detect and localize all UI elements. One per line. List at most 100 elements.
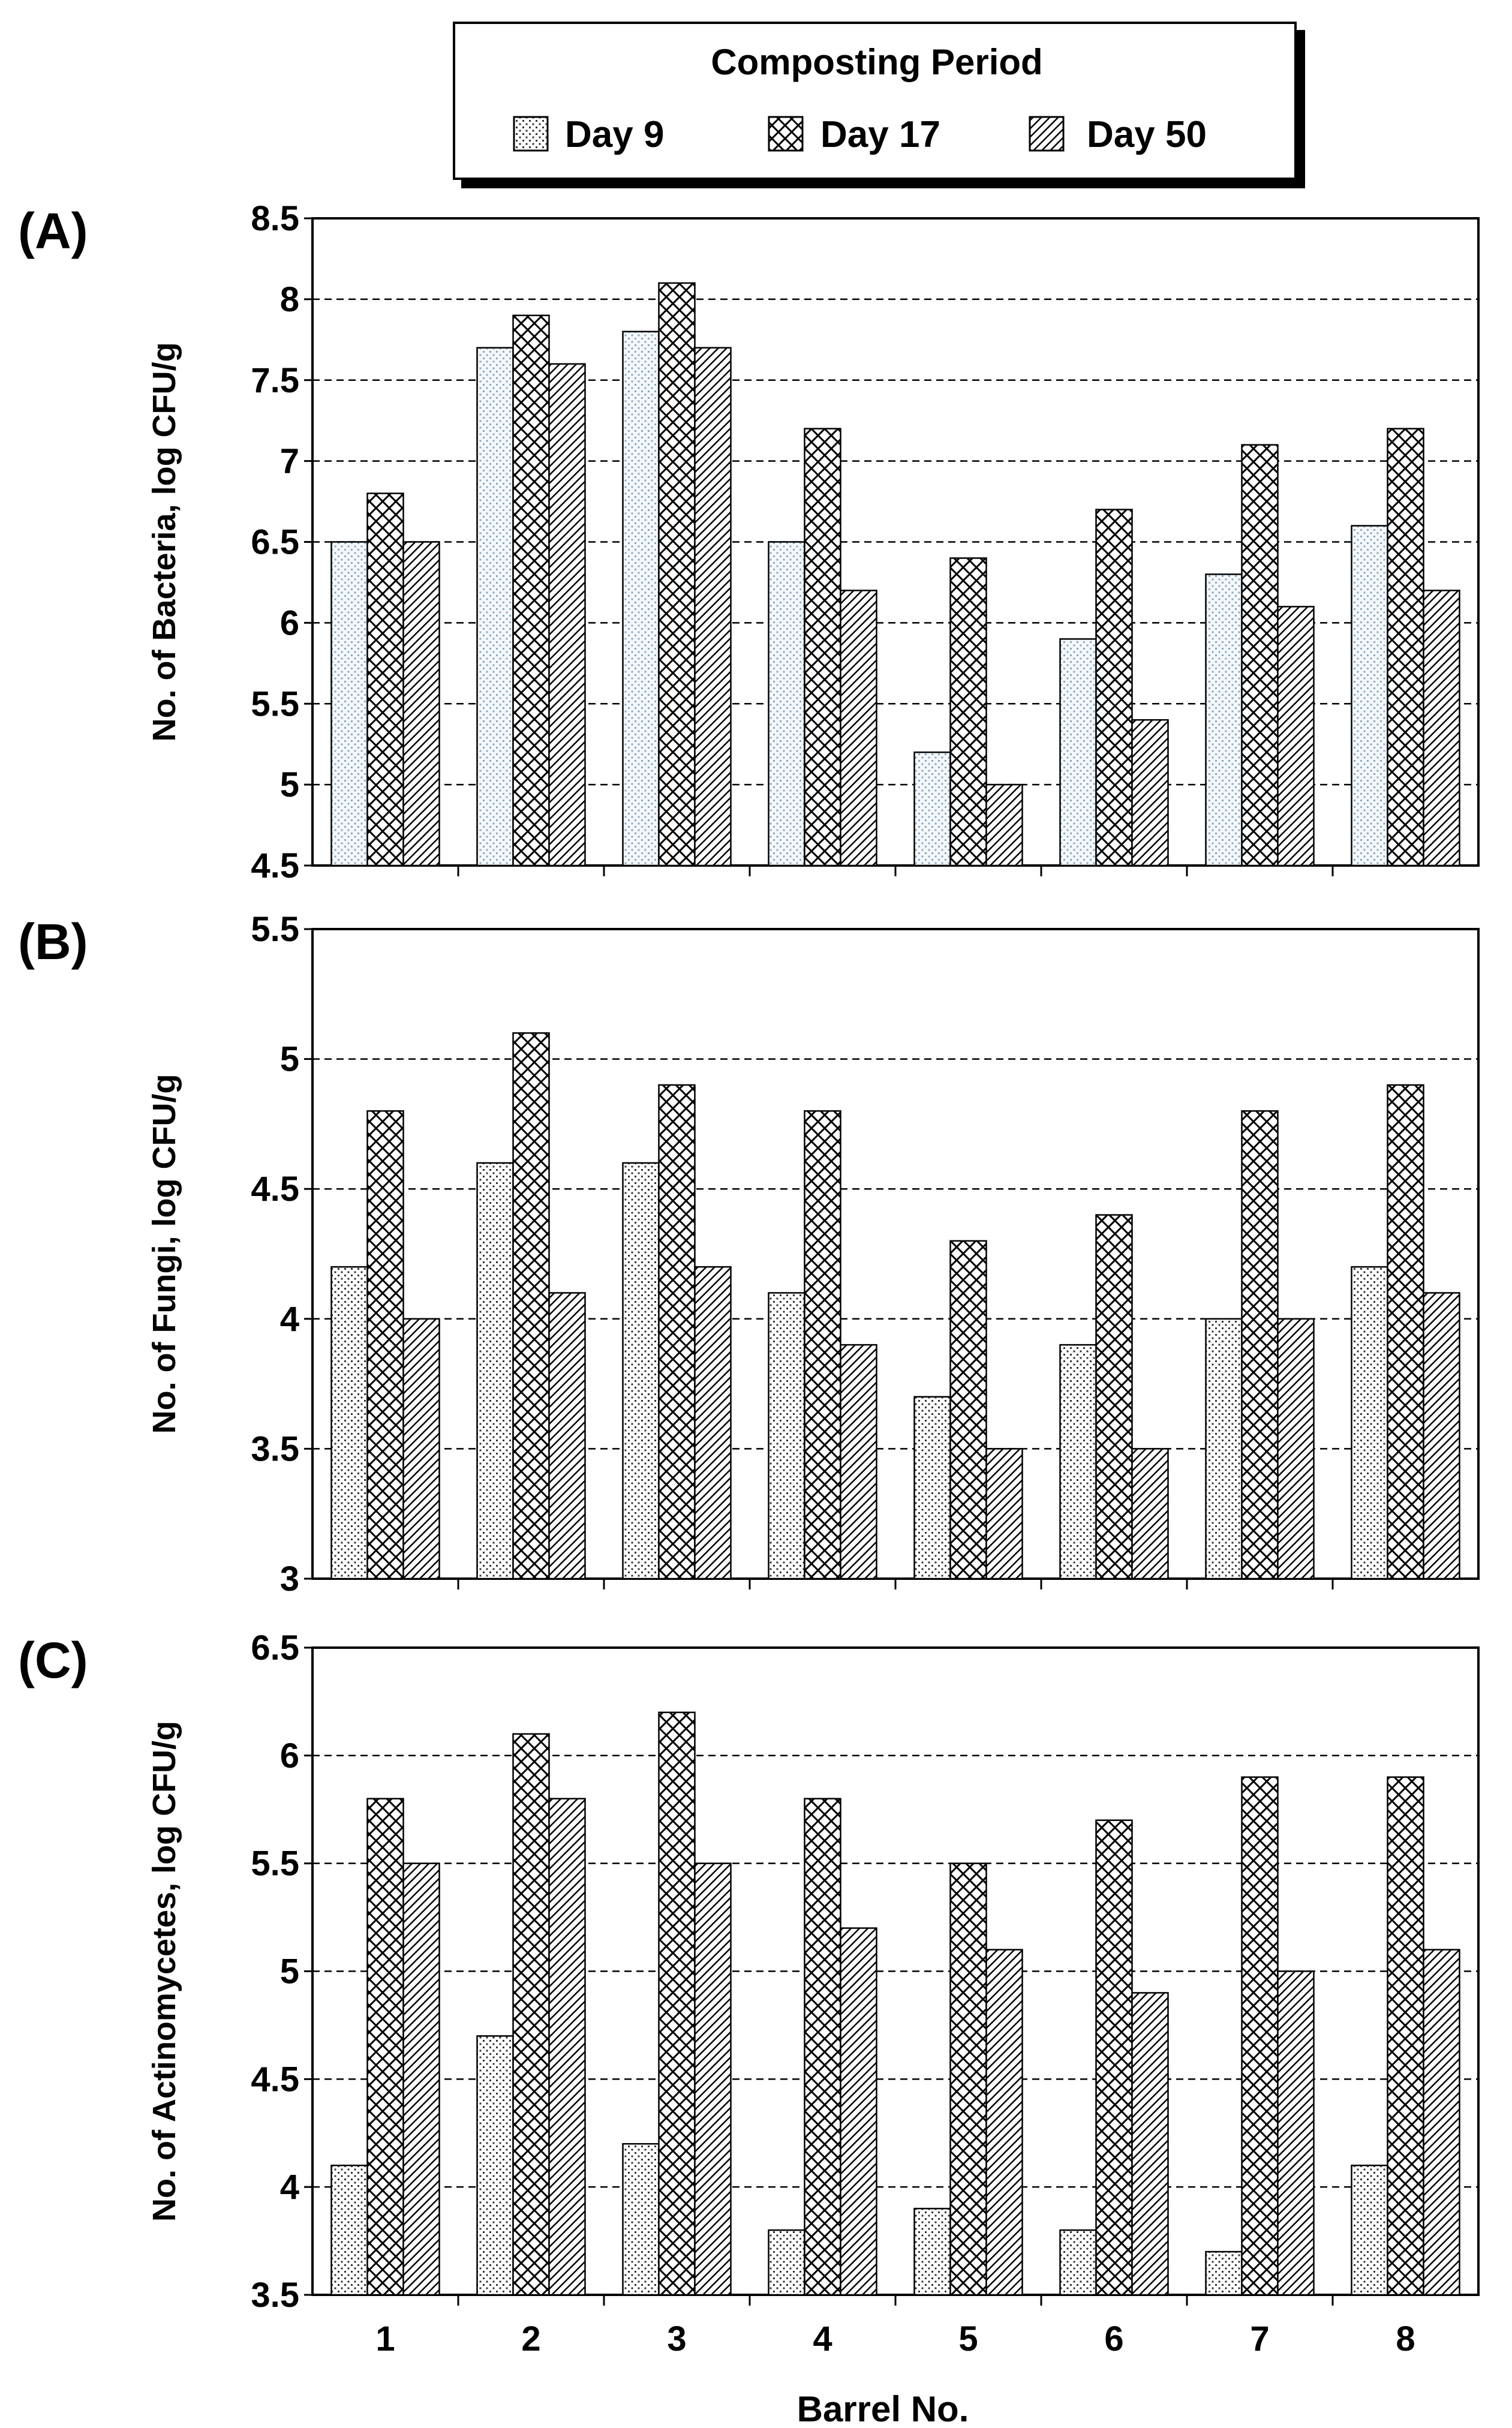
bar-day9-barrel-3 bbox=[622, 1162, 660, 1580]
bar-day50-barrel-6 bbox=[1131, 1448, 1169, 1580]
bar-day17-barrel-4 bbox=[804, 1110, 841, 1580]
y-axis-title: No. of Fungi, log CFU/g bbox=[146, 1074, 182, 1434]
legend-swatch-day17 bbox=[768, 116, 804, 152]
bar-day9-barrel-5 bbox=[913, 751, 951, 867]
bar-day50-barrel-1 bbox=[402, 541, 440, 867]
y-tick-label: 4 bbox=[280, 2168, 299, 2207]
bar-day50-barrel-4 bbox=[840, 1344, 877, 1580]
bar-day17-barrel-8 bbox=[1387, 1776, 1424, 2296]
bar-day17-barrel-4 bbox=[804, 428, 841, 867]
x-tick-label: 6 bbox=[1104, 2319, 1123, 2358]
y-tick-label: 3.5 bbox=[251, 2276, 299, 2315]
bar-day9-barrel-4 bbox=[768, 2229, 805, 2296]
legend-label-day50: Day 50 bbox=[1087, 114, 1207, 155]
y-axis-title: No. of Bacteria, log CFU/g bbox=[146, 342, 182, 741]
bar-day50-barrel-8 bbox=[1423, 1292, 1460, 1580]
bar-day17-barrel-1 bbox=[366, 1798, 404, 2296]
bar-day17-barrel-5 bbox=[949, 557, 987, 867]
bar-day9-barrel-2 bbox=[476, 347, 514, 867]
x-tick-label: 3 bbox=[667, 2319, 686, 2358]
bar-day9-barrel-8 bbox=[1351, 2164, 1388, 2296]
bar-day17-barrel-8 bbox=[1387, 428, 1424, 867]
panel-2: 3 3.5 4 4.5 5 5.5 No. of Fungi, log CFU/g (B) bbox=[18, 910, 1480, 1598]
bar-day17-barrel-1 bbox=[366, 492, 404, 867]
bar-day50-barrel-3 bbox=[694, 347, 732, 867]
bar-day50-barrel-8 bbox=[1423, 1949, 1460, 2296]
bar-day9-barrel-4 bbox=[768, 541, 805, 867]
bar-day17-barrel-8 bbox=[1387, 1084, 1424, 1580]
bar-day9-barrel-8 bbox=[1351, 525, 1388, 867]
bar-day9-barrel-1 bbox=[330, 1266, 368, 1580]
panel-3: 3.5 4 4.5 5 5.5 6 6.5 1 2 3 4 5 6 7 8 No. of Actinomyce… bbox=[18, 1628, 1480, 2358]
bar-day9-barrel-6 bbox=[1059, 638, 1097, 867]
legend-box bbox=[453, 22, 1297, 180]
bar-day9-barrel-3 bbox=[622, 330, 660, 867]
bar-day50-barrel-5 bbox=[985, 1448, 1023, 1580]
x-tick-label: 5 bbox=[958, 2319, 978, 2358]
bar-day9-barrel-7 bbox=[1205, 2250, 1243, 2296]
bar-day9-barrel-7 bbox=[1205, 1318, 1243, 1580]
y-tick-label: 5 bbox=[280, 1952, 299, 1991]
y-tick-label: 5.5 bbox=[251, 684, 299, 723]
bar-day9-barrel-1 bbox=[330, 2164, 368, 2296]
y-tick-label: 5 bbox=[280, 1040, 299, 1079]
bar-day9-barrel-6 bbox=[1059, 2229, 1097, 2296]
bar-day50-barrel-2 bbox=[548, 1292, 586, 1580]
y-tick-label: 4.5 bbox=[251, 2060, 299, 2099]
bar-day17-barrel-3 bbox=[658, 1084, 696, 1580]
y-tick-label: 4.5 bbox=[251, 1170, 299, 1209]
bar-day50-barrel-7 bbox=[1277, 1970, 1315, 2296]
x-tick-label: 8 bbox=[1396, 2319, 1415, 2358]
x-axis-title: Barrel No. bbox=[797, 2389, 969, 2428]
chart-panels: 4.5 5 5.5 6 6.5 7 7.5 8 8.5 No. of Bacteria, log … bbox=[18, 199, 1480, 2358]
panel-1: 4.5 5 5.5 6 6.5 7 7.5 8 8.5 No. of Bacteria, log … bbox=[18, 199, 1480, 885]
legend-swatch-day9 bbox=[513, 116, 549, 152]
bar-day17-barrel-7 bbox=[1241, 1776, 1279, 2296]
legend-title: Composting Period bbox=[711, 42, 1042, 82]
bar-day17-barrel-5 bbox=[949, 1862, 987, 2296]
legend-label-day9: Day 9 bbox=[565, 114, 664, 155]
bar-day9-barrel-3 bbox=[622, 2142, 660, 2296]
bar-day50-barrel-8 bbox=[1423, 590, 1460, 867]
bar-day50-barrel-6 bbox=[1131, 719, 1169, 867]
bar-day50-barrel-1 bbox=[402, 1862, 440, 2296]
y-tick-label: 8 bbox=[280, 280, 299, 319]
bar-day9-barrel-5 bbox=[913, 1396, 951, 1580]
y-tick-label: 4 bbox=[280, 1300, 299, 1339]
y-tick-label: 7.5 bbox=[251, 361, 299, 400]
bar-day50-barrel-3 bbox=[694, 1862, 732, 2296]
bar-day50-barrel-7 bbox=[1277, 606, 1315, 867]
bar-day50-barrel-2 bbox=[548, 363, 586, 867]
panel-label: (A) bbox=[18, 203, 88, 259]
bar-day9-barrel-2 bbox=[476, 2035, 514, 2296]
panel-label: (C) bbox=[18, 1632, 88, 1688]
panel-label: (B) bbox=[18, 913, 88, 970]
bar-day17-barrel-7 bbox=[1241, 1110, 1279, 1580]
legend: Composting Period Day 9 Day 17 Day 50 bbox=[453, 22, 1297, 180]
y-tick-label: 6.5 bbox=[251, 1628, 299, 1667]
bar-day50-barrel-7 bbox=[1277, 1318, 1315, 1580]
bar-day17-barrel-7 bbox=[1241, 444, 1279, 867]
y-tick-label: 8.5 bbox=[251, 199, 299, 238]
bar-day9-barrel-4 bbox=[768, 1292, 805, 1580]
bar-day17-barrel-5 bbox=[949, 1240, 987, 1580]
bar-day9-barrel-5 bbox=[913, 2207, 951, 2296]
y-tick-label: 6.5 bbox=[251, 523, 299, 562]
bar-day17-barrel-4 bbox=[804, 1798, 841, 2296]
y-tick-label: 3 bbox=[280, 1559, 299, 1598]
bar-day50-barrel-4 bbox=[840, 590, 877, 867]
bar-day17-barrel-2 bbox=[512, 314, 550, 867]
bar-day17-barrel-2 bbox=[512, 1733, 550, 2296]
x-tick-label: 7 bbox=[1250, 2319, 1269, 2358]
y-tick-label: 7 bbox=[280, 442, 299, 481]
bar-day9-barrel-1 bbox=[330, 541, 368, 867]
bar-day50-barrel-2 bbox=[548, 1798, 586, 2296]
bar-day50-barrel-5 bbox=[985, 783, 1023, 867]
x-tick-label: 1 bbox=[375, 2319, 395, 2358]
y-axis-title: No. of Actinomycetes, log CFU/g bbox=[146, 1721, 182, 2222]
y-tick-label: 3.5 bbox=[251, 1429, 299, 1468]
bar-day17-barrel-1 bbox=[366, 1110, 404, 1580]
bar-day50-barrel-4 bbox=[840, 1927, 877, 2296]
bar-day17-barrel-6 bbox=[1095, 509, 1133, 867]
